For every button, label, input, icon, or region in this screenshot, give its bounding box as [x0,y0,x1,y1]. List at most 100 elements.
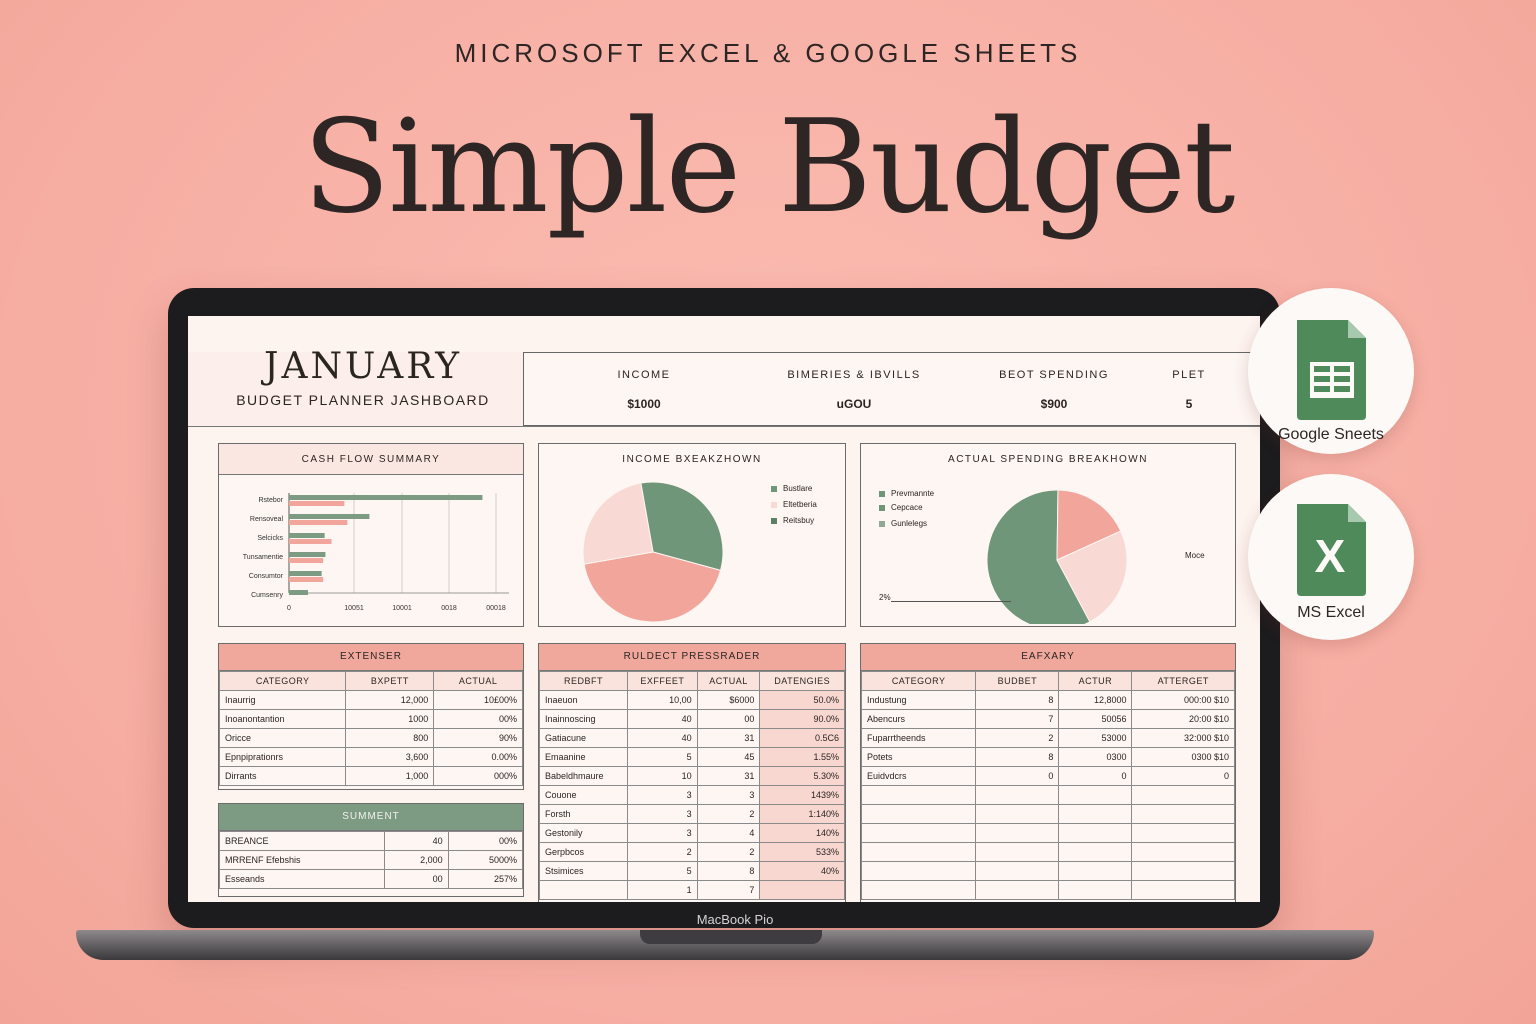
table-cell[interactable] [975,842,1060,862]
table-row[interactable]: Dirrants 1,000 000% [218,766,523,786]
table-cell[interactable]: 90.0% [759,709,845,729]
column-header[interactable]: CATEGORY [218,671,347,691]
table-cell[interactable]: 8 [696,861,761,881]
table-cell[interactable] [1131,785,1235,805]
table-row[interactable]: Emaanine 5 45 1.55% [538,747,845,767]
table-cell[interactable]: 5 [627,747,698,767]
table-row[interactable] [860,880,1235,900]
table-cell[interactable] [975,804,1060,824]
table-cell[interactable]: 0.00% [433,747,523,767]
table-cell[interactable] [860,880,977,900]
table-cell[interactable] [1058,880,1133,900]
table-cell[interactable]: 12,000 [345,690,435,710]
table-row[interactable] [860,785,1235,805]
table-cell[interactable]: 3 [627,823,698,843]
table-cell[interactable]: 2 [696,842,761,862]
table-cell[interactable]: 0 [1131,766,1235,786]
table-row[interactable] [860,823,1235,843]
table-cell[interactable]: 45 [696,747,761,767]
table-row[interactable]: Potets 8 0300 0300 $10 [860,747,1235,767]
kpi-income[interactable]: INCOME $1000 [569,369,719,411]
column-header[interactable]: ACTUAL [433,671,523,691]
column-header[interactable]: ATTERGET [1131,671,1235,691]
table-cell[interactable]: 31 [696,728,761,748]
table-cell[interactable]: 000% [433,766,523,786]
table-cell[interactable]: Epnpiprationrs [218,747,347,767]
table-cell[interactable] [975,880,1060,900]
table-row[interactable]: Inainnoscing 40 00 90.0% [538,709,845,729]
table-cell[interactable]: 90% [433,728,523,748]
table-cell[interactable]: 1439% [759,785,845,805]
table-row[interactable]: Fuparrtheends 2 53000 32:000 $10 [860,728,1235,748]
table-cell[interactable] [1058,842,1133,862]
table-cell[interactable] [860,861,977,881]
table-cell[interactable]: 7 [975,709,1060,729]
column-header[interactable]: CATEGORY [860,671,977,691]
table-row[interactable] [860,842,1235,862]
table-cell[interactable]: Inaeuon [538,690,629,710]
table-cell[interactable]: 3,600 [345,747,435,767]
table-cell[interactable]: 1,000 [345,766,435,786]
table-cell[interactable]: Inaurrig [218,690,347,710]
table-cell[interactable]: Emaanine [538,747,629,767]
table-cell[interactable]: 5 [627,861,698,881]
column-header[interactable]: ACTUR [1058,671,1133,691]
table-cell[interactable]: 3 [627,785,698,805]
table-cell[interactable]: 50056 [1058,709,1133,729]
table-cell[interactable]: 00% [447,831,524,851]
table-cell[interactable]: 31 [696,766,761,786]
table-cell[interactable]: Couone [538,785,629,805]
table-cell[interactable]: 8 [975,690,1060,710]
table-cell[interactable] [1131,804,1235,824]
table-cell[interactable] [975,861,1060,881]
table-cell[interactable]: Babeldhmaure [538,766,629,786]
column-header[interactable]: REDBFT [538,671,629,691]
table-cell[interactable] [1058,823,1133,843]
ms-excel-badge[interactable]: X MS Excel [1248,474,1414,640]
table-cell[interactable]: Fuparrtheends [860,728,977,748]
column-header[interactable]: BXPETT [345,671,435,691]
table-row[interactable]: Babeldhmaure 10 31 5.30% [538,766,845,786]
table-cell[interactable]: 2 [627,842,698,862]
table-cell[interactable]: 3 [696,785,761,805]
table-cell[interactable] [1058,861,1133,881]
column-header[interactable]: DATENGIES [759,671,845,691]
table-cell[interactable] [975,823,1060,843]
table-cell[interactable] [1058,785,1133,805]
table-cell[interactable]: 7 [696,880,761,900]
table-row[interactable]: Inaeuon 10,00 $6000 50.0% [538,690,845,710]
table-cell[interactable]: 800 [345,728,435,748]
table-cell[interactable]: 12,8000 [1058,690,1133,710]
table-cell[interactable]: 10 [627,766,698,786]
kpi-bills[interactable]: BIMERIES & IBVILLS uGOU [774,369,934,411]
table-cell[interactable]: 1 [627,880,698,900]
table-row[interactable]: Stsimices 5 8 40% [538,861,845,881]
table-cell[interactable] [1131,880,1235,900]
table-cell[interactable]: Gatiacune [538,728,629,748]
table-cell[interactable]: 40 [627,728,698,748]
table-row[interactable] [860,861,1235,881]
table-cell[interactable]: 533% [759,842,845,862]
table-cell[interactable]: 20:00 $10 [1131,709,1235,729]
column-header[interactable]: EXFFEET [627,671,698,691]
table-cell[interactable]: Potets [860,747,977,767]
table-cell[interactable]: 00 [696,709,761,729]
table-cell[interactable] [1131,842,1235,862]
table-cell[interactable]: BREANCE [219,831,385,851]
table-cell[interactable]: 50.0% [759,690,845,710]
table-cell[interactable]: 2,000 [383,850,449,870]
table-row[interactable]: Gestonily 3 4 140% [538,823,845,843]
table-cell[interactable]: 2 [975,728,1060,748]
table-cell[interactable]: 1.55% [759,747,845,767]
table-cell[interactable] [860,785,977,805]
table-cell[interactable]: 0300 $10 [1131,747,1235,767]
google-sheets-badge[interactable]: Google Sneets [1248,288,1414,454]
table-row[interactable]: Epnpiprationrs 3,600 0.00% [218,747,523,767]
table-cell[interactable]: 2 [696,804,761,824]
table-cell[interactable] [860,823,977,843]
column-header[interactable]: ACTUAL [696,671,761,691]
table-cell[interactable]: 5000% [447,850,524,870]
table-cell[interactable] [759,880,845,900]
table-cell[interactable]: 40 [383,831,449,851]
